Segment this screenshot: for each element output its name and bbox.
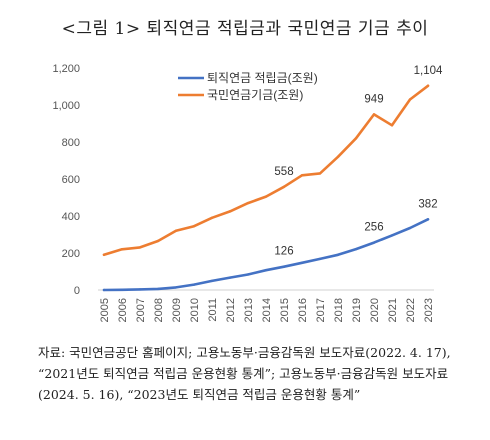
series-1-point	[264, 195, 268, 198]
figure-title: <그림 1> 퇴직연금 적립금과 국민연금 기금 추이	[61, 19, 429, 39]
series-1-point	[138, 246, 142, 249]
series-1-point	[426, 84, 430, 87]
series-0-point	[282, 265, 286, 268]
series-0-point	[300, 261, 304, 265]
series-0-point	[426, 218, 430, 221]
series-0-point	[336, 253, 340, 257]
series-0-point	[138, 288, 142, 291]
data-labels: 126 256 382 558 949 1,104	[274, 65, 443, 258]
series-1-point	[390, 124, 394, 127]
y-tick-label: 800	[62, 137, 80, 149]
x-tick-label: 2016	[297, 298, 309, 322]
x-tick-label: 2019	[351, 298, 363, 322]
series-0-point	[156, 287, 160, 291]
legend: 퇴직연금 적립금(조원) 국민연금기금(조원)	[178, 71, 318, 102]
series-1-point	[300, 174, 304, 177]
series-0-point	[264, 269, 268, 272]
series-1-point	[408, 98, 412, 101]
series-layer	[102, 84, 430, 292]
x-tick-label: 2005	[99, 298, 111, 322]
x-tick-label: 2013	[243, 298, 255, 322]
series-1-point	[174, 229, 178, 232]
source-note: 자료: 국민연금공단 홈페이지; 고용노동부·금융감독원 보도자료(2022. …	[38, 345, 451, 402]
y-tick-label: 600	[62, 174, 80, 186]
series-1-point	[246, 201, 250, 205]
series-0-point	[372, 241, 376, 244]
series-0-point	[228, 276, 232, 279]
series-0-point	[210, 279, 214, 283]
legend-label-0: 퇴직연금 적립금(조원)	[207, 71, 318, 85]
series-0-point	[120, 288, 124, 292]
x-tick-label: 2010	[189, 298, 201, 322]
y-axis: 0 200 400 600 800 1,000 1,200	[52, 63, 80, 297]
data-label: 382	[418, 198, 437, 210]
series-1-point	[228, 210, 232, 213]
series-0-point	[174, 286, 178, 289]
series-0-point	[390, 234, 394, 237]
y-tick-label: 200	[62, 248, 80, 260]
x-tick-label: 2014	[261, 298, 273, 322]
x-tick-label: 2008	[153, 298, 165, 322]
data-label: 1,104	[414, 65, 443, 77]
data-label: 949	[364, 93, 383, 105]
x-tick-label: 2007	[135, 298, 147, 322]
y-tick-label: 0	[74, 285, 80, 297]
series-1-point	[354, 137, 358, 140]
x-tick-label: 2022	[405, 298, 417, 322]
series-0-point	[318, 257, 322, 261]
series-1-point	[282, 185, 286, 188]
x-tick-label: 2012	[225, 298, 237, 322]
series-1-point	[192, 224, 196, 228]
data-label: 558	[274, 166, 293, 178]
line-chart: 0 200 400 600 800 1,000 1,200 2005 2006 2007 2008…	[52, 63, 443, 322]
series-1-point	[102, 253, 106, 257]
series-0-point	[354, 247, 358, 251]
x-tick-label: 2017	[315, 298, 327, 322]
legend-label-1: 국민연금기금(조원)	[207, 88, 303, 102]
y-tick-label: 1,200	[52, 63, 80, 75]
x-tick-label: 2023	[423, 298, 435, 322]
series-1-point	[336, 155, 340, 158]
y-tick-label: 400	[62, 211, 80, 223]
x-axis: 2005 2006 2007 2008 2009 2010 2011 2012 2013 2014…	[98, 289, 435, 322]
data-label: 256	[364, 222, 383, 234]
y-tick-label: 1,000	[52, 100, 80, 112]
series-1-point	[318, 172, 322, 175]
x-tick-label: 2015	[279, 298, 291, 322]
series-0-point	[192, 283, 196, 286]
x-tick-label: 2009	[171, 298, 183, 322]
series-1-point	[156, 239, 160, 243]
series-1-point	[120, 248, 124, 251]
series-0-point	[246, 273, 250, 276]
series-1-point	[372, 113, 376, 116]
x-tick-label: 2006	[117, 298, 129, 322]
x-tick-label: 2020	[369, 298, 381, 322]
x-tick-label: 2018	[333, 298, 345, 322]
x-tick-label: 2021	[387, 298, 399, 322]
series-0-point	[102, 288, 106, 292]
series-0-point	[408, 226, 412, 230]
data-label: 126	[274, 246, 293, 258]
x-tick-label: 2011	[207, 298, 219, 322]
series-1-point	[210, 216, 214, 220]
